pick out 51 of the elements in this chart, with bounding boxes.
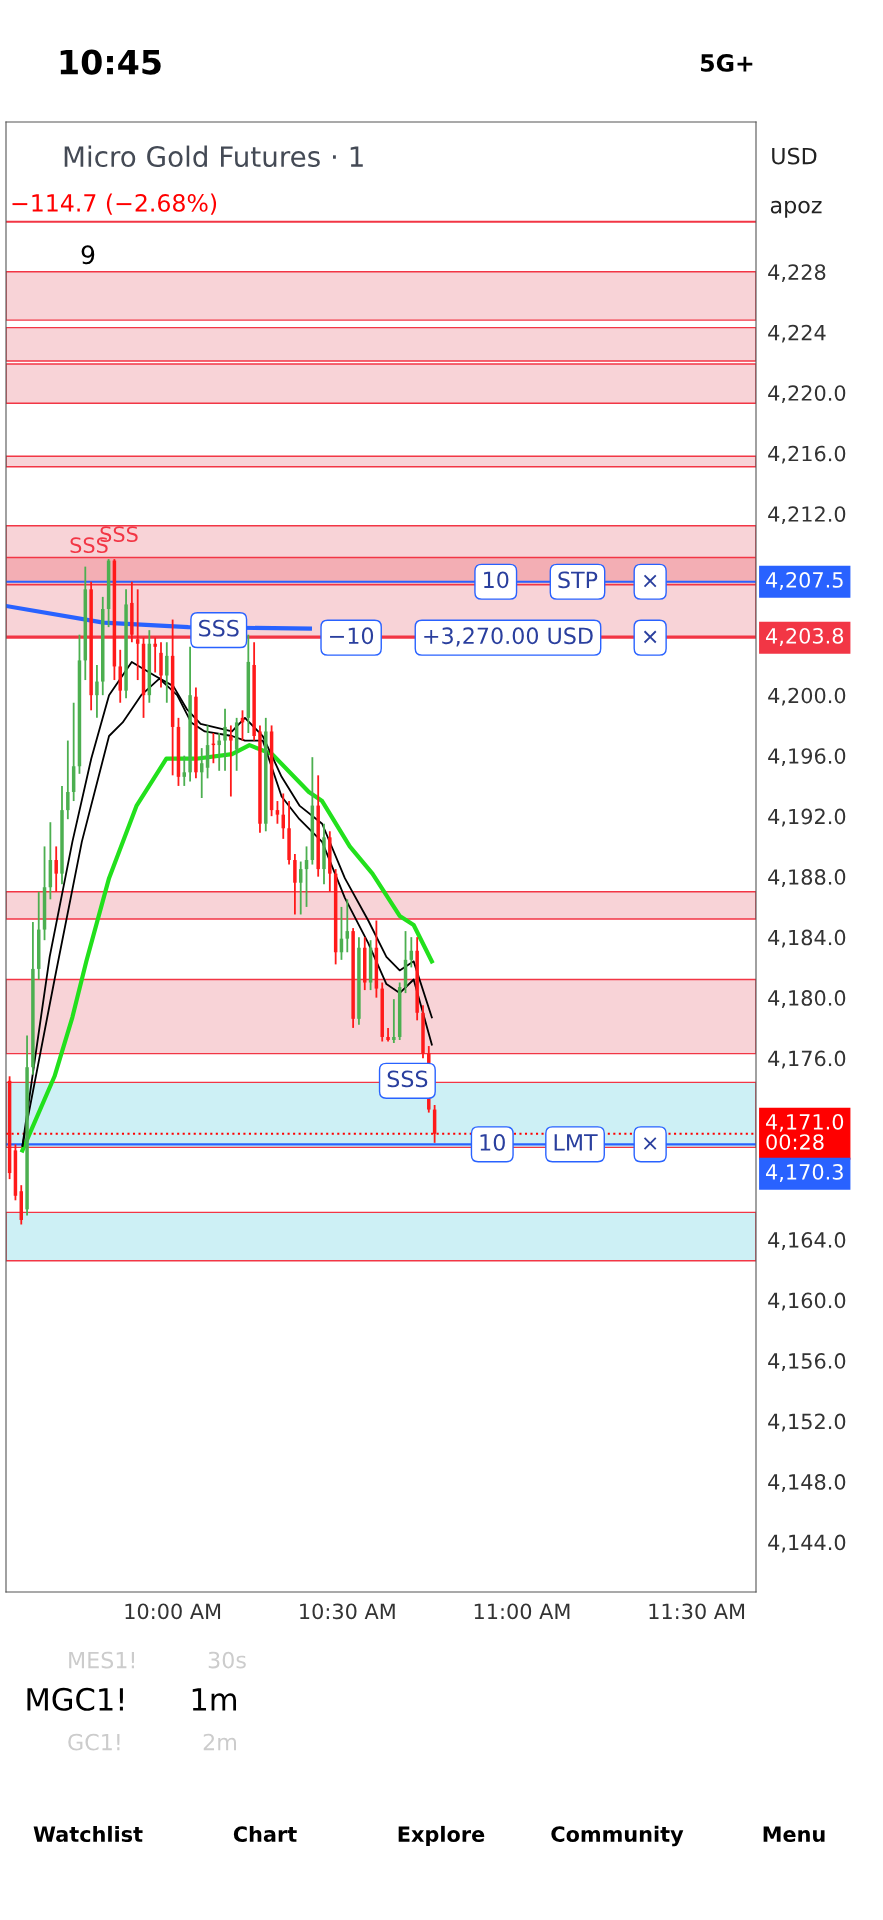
x-tick-label: 11:30 AM xyxy=(649,1603,745,1620)
y-tick-label: 4,212.0 xyxy=(768,506,846,525)
text: USD xyxy=(772,147,817,165)
x-tick-label: 11:00 AM xyxy=(474,1603,570,1620)
y-tick-label: 4,160.0 xyxy=(768,1292,846,1311)
y-tick-label: 4,144.0 xyxy=(768,1534,846,1553)
y-tick-label: 4,164.0 xyxy=(768,1232,846,1250)
y-tick-label: 4,156.0 xyxy=(768,1353,846,1371)
y-tick-label: 4,220.0 xyxy=(768,385,846,404)
x-tick-label: 10:00 AM xyxy=(125,1603,221,1620)
y-tick-label: 4,176.0 xyxy=(768,1050,846,1069)
text: −114.7 (−2.68%) xyxy=(12,193,217,215)
y-tick-label: 4,196.0 xyxy=(768,748,846,767)
text: Micro Gold Futures · 1 xyxy=(64,145,363,168)
annotation: +3,270.00 USD xyxy=(424,627,593,647)
y-tick-label: 4,216.0 xyxy=(768,445,846,464)
ref-line-label: 4,207.5 xyxy=(766,572,843,590)
y-tick-label: 4,228 xyxy=(768,264,826,283)
annotation: 10 xyxy=(480,1133,505,1151)
annotation: 10 xyxy=(484,571,509,589)
text: MGC1! xyxy=(27,1687,123,1711)
annotation: −10 xyxy=(330,627,374,645)
annotation: STP xyxy=(558,571,598,589)
annotation: LMT xyxy=(554,1134,598,1151)
annotation: SSS xyxy=(387,1070,428,1088)
x-tick-label: 10:30 AM xyxy=(300,1603,395,1620)
text: Explore xyxy=(398,1825,485,1847)
annotation: × xyxy=(643,1137,657,1150)
text: 5G+ xyxy=(701,53,753,72)
y-tick-label: 4,152.0 xyxy=(768,1413,846,1432)
annotation: × xyxy=(643,574,657,588)
ref-line-label: 4,170.3 xyxy=(766,1164,843,1182)
text: Watchlist xyxy=(33,1825,143,1843)
y-tick-label: 4,180.0 xyxy=(768,990,846,1008)
annotation: SSS xyxy=(199,619,239,637)
y-tick-label: 4,224 xyxy=(768,324,826,343)
y-tick-label: 4,188.0 xyxy=(768,869,846,887)
ref-line-label: 4,203.8 xyxy=(766,628,844,646)
text: 1m xyxy=(192,1688,237,1711)
y-tick-label: 4,184.0 xyxy=(768,929,846,948)
y-tick-label: 4,200.0 xyxy=(768,687,846,706)
text: Chart xyxy=(233,1825,297,1843)
annotation: × xyxy=(643,630,657,644)
text: apoz xyxy=(770,200,822,218)
text: Community xyxy=(551,1825,684,1847)
text: 10:45 xyxy=(60,49,161,75)
ref-line-label: 4,171.0 00:28 xyxy=(766,1113,844,1150)
y-tick-label: 4,148.0 xyxy=(768,1474,846,1492)
text: Menu xyxy=(763,1826,825,1843)
annotation: 9 xyxy=(81,245,95,265)
y-tick-label: 4,192.0 xyxy=(768,808,846,827)
